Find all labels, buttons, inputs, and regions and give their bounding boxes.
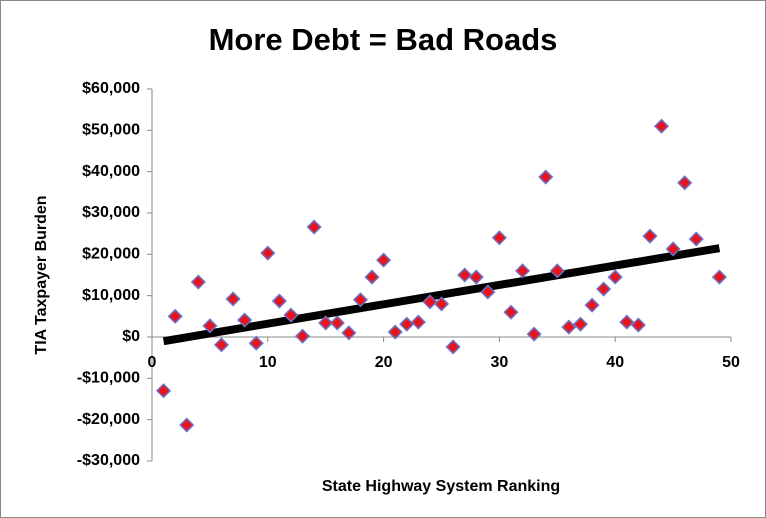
x-tick-label: 50 bbox=[722, 354, 740, 371]
y-tick-label: $0 bbox=[122, 328, 140, 345]
marker bbox=[225, 291, 241, 307]
marker bbox=[677, 175, 693, 191]
marker bbox=[190, 274, 206, 290]
marker bbox=[387, 324, 403, 340]
y-tick-label: -$10,000 bbox=[77, 370, 140, 387]
marker bbox=[422, 294, 438, 310]
marker bbox=[260, 245, 276, 261]
marker bbox=[711, 269, 727, 285]
x-tick-label: 20 bbox=[375, 354, 393, 371]
x-axis-label: State Highway System Ranking bbox=[322, 478, 560, 495]
y-tick-label: -$30,000 bbox=[77, 452, 140, 469]
marker bbox=[213, 337, 230, 353]
marker bbox=[503, 304, 519, 320]
marker bbox=[329, 315, 345, 331]
marker bbox=[538, 169, 554, 185]
y-tick-label: $60,000 bbox=[82, 80, 140, 97]
marker bbox=[433, 296, 450, 312]
marker bbox=[572, 316, 589, 332]
y-tick-label: $40,000 bbox=[82, 163, 140, 180]
marker bbox=[237, 312, 253, 328]
x-tick-label: 10 bbox=[259, 354, 277, 371]
marker bbox=[514, 263, 531, 279]
marker bbox=[468, 269, 484, 285]
marker bbox=[179, 417, 195, 433]
marker bbox=[318, 315, 334, 331]
x-tick-label: 30 bbox=[491, 354, 509, 371]
marker bbox=[630, 317, 646, 333]
marker bbox=[341, 325, 357, 341]
x-tick-label: 0 bbox=[148, 354, 157, 371]
chart-title: More Debt = Bad Roads bbox=[209, 22, 558, 57]
marker bbox=[156, 383, 172, 399]
y-tick-label: $30,000 bbox=[82, 204, 140, 221]
marker bbox=[642, 228, 658, 244]
x-tick-label: 40 bbox=[606, 354, 624, 371]
marker bbox=[352, 292, 369, 308]
marker bbox=[457, 267, 473, 283]
marker bbox=[167, 308, 183, 324]
marker bbox=[526, 326, 542, 342]
marker bbox=[376, 252, 392, 268]
y-tick-label: $10,000 bbox=[82, 287, 140, 304]
marker bbox=[665, 241, 681, 257]
marker bbox=[607, 269, 623, 285]
marker bbox=[596, 281, 612, 297]
marker bbox=[480, 284, 496, 300]
marker bbox=[410, 314, 426, 330]
marker bbox=[306, 219, 322, 235]
marker bbox=[294, 328, 311, 344]
marker bbox=[549, 263, 565, 279]
y-axis-label: TIA Taxpayer Burden bbox=[33, 195, 50, 354]
y-tick-label: $20,000 bbox=[82, 246, 140, 263]
y-tick-label: $50,000 bbox=[82, 122, 140, 139]
marker bbox=[445, 339, 461, 355]
marker bbox=[271, 293, 287, 309]
marker bbox=[283, 307, 299, 323]
marker bbox=[248, 335, 264, 351]
marker bbox=[364, 269, 380, 285]
marker bbox=[202, 318, 218, 334]
trendline bbox=[162, 244, 721, 346]
y-tick-label: -$20,000 bbox=[77, 411, 140, 428]
marker bbox=[688, 231, 704, 247]
marker bbox=[561, 319, 577, 335]
marker bbox=[584, 297, 600, 313]
marker bbox=[491, 230, 507, 246]
marker bbox=[619, 314, 635, 330]
marker bbox=[653, 118, 670, 134]
